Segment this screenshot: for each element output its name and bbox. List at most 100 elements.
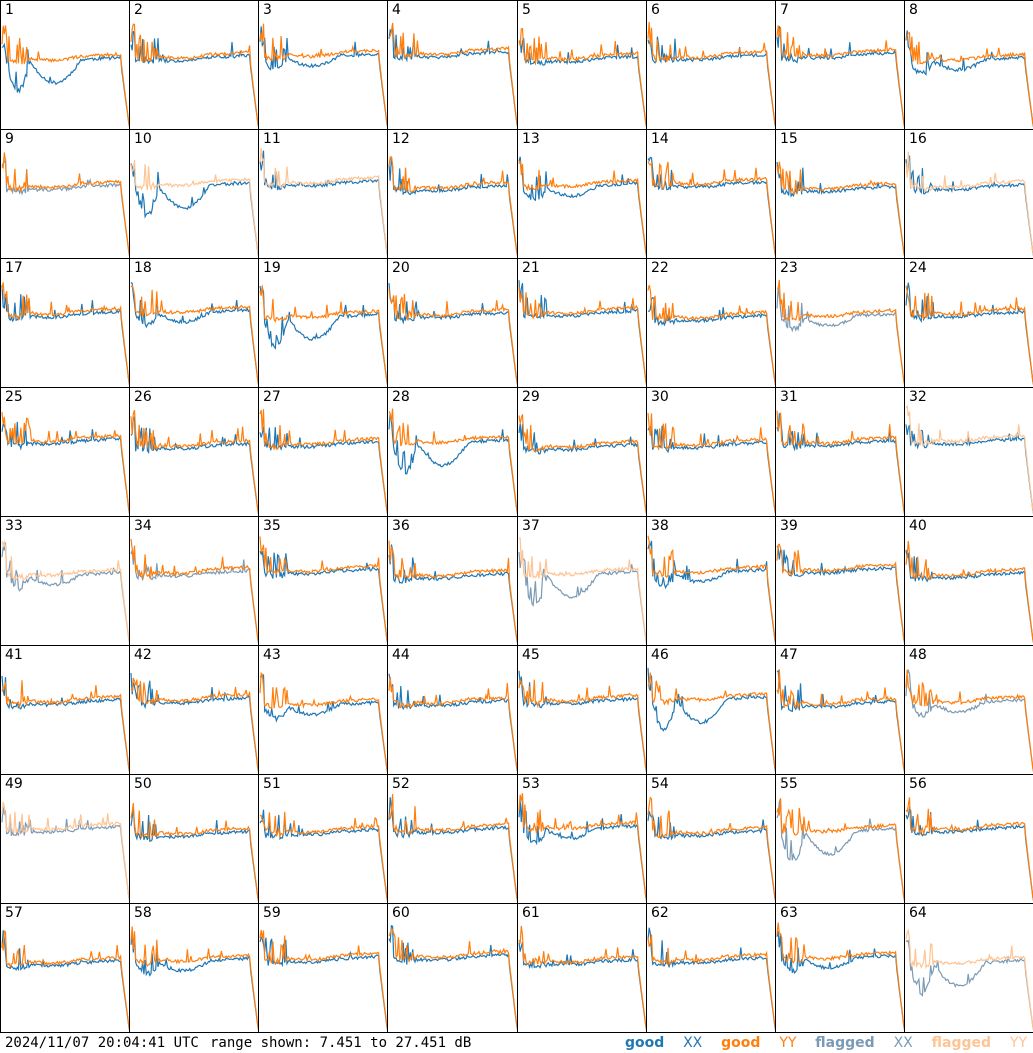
series-yy-line xyxy=(905,31,1033,128)
antenna-panel: 26 xyxy=(129,387,259,517)
panel-plot xyxy=(518,670,646,773)
series-yy-line xyxy=(776,279,904,386)
series-xx-line xyxy=(647,36,775,128)
panel-plot xyxy=(1,282,129,386)
panel-plot xyxy=(388,156,517,257)
series-yy-line xyxy=(388,676,517,773)
panel-plot xyxy=(776,543,904,644)
panel-plot xyxy=(259,285,387,386)
panel-plot xyxy=(776,798,904,902)
timestamp: 2024/11/07 20:04:41 UTC xyxy=(5,1035,199,1051)
series-xx-line xyxy=(1,285,129,386)
panel-plot xyxy=(130,538,258,644)
panel-number: 35 xyxy=(263,518,281,534)
series-yy-line xyxy=(905,669,1033,773)
panel-plot xyxy=(130,672,258,773)
series-xx-line xyxy=(130,933,258,1031)
series-yy-line xyxy=(130,284,258,385)
footer: 2024/11/07 20:04:41 UTC range shown: 7.4… xyxy=(0,1033,1033,1053)
series-yy-line xyxy=(647,413,775,515)
series-xx-line xyxy=(259,426,387,515)
series-yy-line xyxy=(518,537,646,644)
series-xx-line xyxy=(776,412,904,515)
series-xx-line xyxy=(1,542,129,644)
panel-number: 27 xyxy=(263,389,281,405)
series-yy-line xyxy=(518,160,646,257)
panel-number: 45 xyxy=(522,647,540,663)
panel-number: 34 xyxy=(134,518,152,534)
series-yy-line xyxy=(130,160,258,256)
series-yy-line xyxy=(259,285,387,386)
panel-plot xyxy=(647,284,775,386)
series-xx-line xyxy=(518,156,646,257)
panel-plot xyxy=(776,669,904,773)
panel-number: 3 xyxy=(263,2,272,18)
panel-plot xyxy=(1,412,129,515)
series-yy-line xyxy=(259,147,387,256)
series-yy-line xyxy=(1,282,129,385)
series-yy-line xyxy=(130,410,258,515)
series-yy-line xyxy=(518,678,646,772)
panel-plot xyxy=(647,156,775,257)
legend: good XX good YY flagged XX flagged YY xyxy=(611,1033,1027,1053)
panel-number: 53 xyxy=(522,776,540,792)
series-xx-line xyxy=(647,540,775,644)
series-yy-line xyxy=(130,926,258,1031)
panel-number: 19 xyxy=(263,260,281,276)
panel-number: 1 xyxy=(5,2,14,18)
antenna-panel: 59 xyxy=(258,903,388,1033)
panel-plot xyxy=(1,25,129,128)
series-yy-line xyxy=(776,161,904,257)
series-yy-line xyxy=(259,811,387,902)
panel-number: 29 xyxy=(522,389,540,405)
panel-number: 28 xyxy=(392,389,410,405)
legend-good-yy: good YY xyxy=(721,1035,797,1051)
series-xx-line xyxy=(905,806,1033,902)
panel-plot xyxy=(905,30,1033,128)
antenna-panel: 55 xyxy=(775,774,905,904)
series-xx-line xyxy=(259,150,387,257)
series-xx-line xyxy=(905,155,1033,257)
antenna-panel: 5 xyxy=(517,0,647,130)
series-yy-line xyxy=(518,414,646,515)
series-yy-line xyxy=(905,797,1033,901)
antenna-panel: 17 xyxy=(0,258,130,388)
panel-number: 33 xyxy=(5,518,23,534)
series-yy-line xyxy=(1,680,129,773)
series-yy-line xyxy=(1,801,129,901)
series-yy-line xyxy=(776,798,904,902)
panel-number: 38 xyxy=(651,518,669,534)
series-xx-line xyxy=(518,551,646,644)
panel-plot xyxy=(1,930,129,1031)
series-yy-line xyxy=(905,541,1033,644)
panel-number: 20 xyxy=(392,260,410,276)
panel-number: 52 xyxy=(392,776,410,792)
series-xx-line xyxy=(518,942,646,1031)
series-yy-line xyxy=(518,286,646,385)
series-xx-line xyxy=(647,156,775,257)
series-xx-line xyxy=(647,811,775,902)
panel-number: 31 xyxy=(780,389,798,405)
antenna-panel: 23 xyxy=(775,258,905,388)
series-xx-line xyxy=(647,667,775,773)
panel-plot xyxy=(647,535,775,644)
series-yy-line xyxy=(388,288,517,386)
legend-flagged-yy: flagged YY xyxy=(931,1035,1027,1051)
antenna-panel: 22 xyxy=(646,258,776,388)
series-xx-line xyxy=(776,162,904,257)
series-xx-line xyxy=(905,939,1033,1031)
series-yy-line xyxy=(1,412,129,514)
series-yy-line xyxy=(776,410,904,514)
antenna-panel: 34 xyxy=(129,516,259,646)
series-yy-line xyxy=(130,538,258,644)
series-xx-line xyxy=(647,927,775,1031)
panel-number: 50 xyxy=(134,776,152,792)
antenna-panel: 52 xyxy=(387,774,518,904)
series-xx-line xyxy=(518,670,646,773)
antenna-panel: 29 xyxy=(517,387,647,517)
panel-number: 16 xyxy=(909,131,927,147)
panel-plot xyxy=(905,668,1033,773)
series-xx-line xyxy=(776,931,904,1031)
panel-number: 61 xyxy=(522,905,540,921)
panel-plot xyxy=(1,675,129,773)
